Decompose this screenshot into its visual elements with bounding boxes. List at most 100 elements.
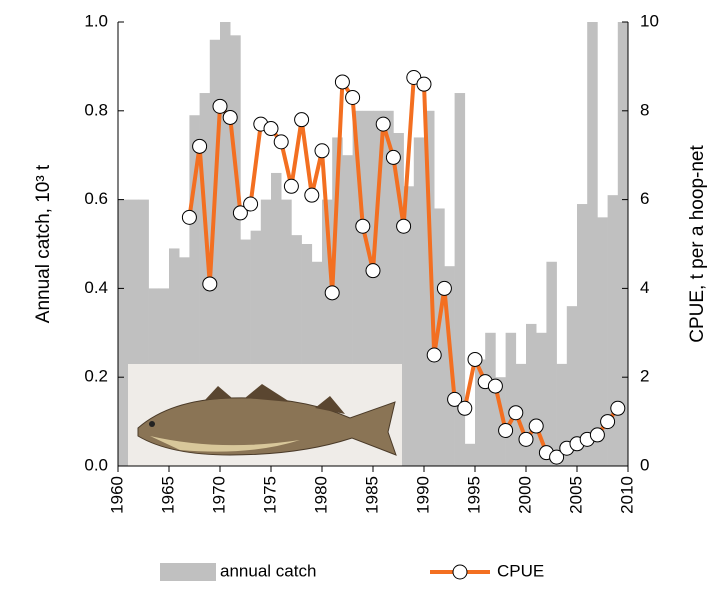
y-axis-label: Annual catch, 10³ t xyxy=(33,164,54,323)
x-tick-label: 1995 xyxy=(464,476,483,514)
cpue-marker xyxy=(396,218,412,234)
bar xyxy=(209,39,221,466)
cpue-marker xyxy=(273,134,289,150)
bar xyxy=(138,199,149,466)
bar xyxy=(526,323,537,466)
y-tick-label: 0.0 xyxy=(84,455,108,474)
bar xyxy=(577,204,588,467)
cpue-marker xyxy=(385,149,401,165)
y2-axis-label: CPUE, t per a hoop-net xyxy=(687,145,708,343)
bar xyxy=(332,137,343,466)
bar xyxy=(342,155,353,466)
cpue-marker xyxy=(457,400,473,416)
cpue-marker xyxy=(222,109,238,125)
legend-label: CPUE xyxy=(497,561,544,580)
x-tick-label: 1985 xyxy=(362,476,381,514)
bar xyxy=(189,115,200,467)
cpue-marker xyxy=(294,112,310,128)
bar xyxy=(485,332,496,466)
bar xyxy=(169,248,180,466)
y2-tick-label: 2 xyxy=(640,367,649,386)
cpue-marker xyxy=(243,196,259,212)
bar xyxy=(260,199,272,466)
bar xyxy=(424,110,435,467)
cpue-marker xyxy=(447,391,463,407)
cpue-marker xyxy=(487,378,503,394)
x-tick-label: 1975 xyxy=(260,476,279,514)
bar xyxy=(566,306,578,466)
y2-tick-label: 6 xyxy=(640,189,649,208)
cpue-marker xyxy=(589,427,605,443)
cpue-marker xyxy=(508,405,524,421)
bar xyxy=(240,239,251,466)
cpue-marker xyxy=(416,76,432,92)
cpue-marker xyxy=(600,414,616,430)
y2-tick-label: 10 xyxy=(640,11,659,30)
bar xyxy=(373,110,384,467)
cpue-marker xyxy=(202,276,218,292)
bar xyxy=(383,110,394,467)
fish-photo xyxy=(128,364,402,466)
x-tick-label: 2010 xyxy=(617,476,636,514)
bar xyxy=(311,261,323,466)
bar xyxy=(464,443,476,466)
bar xyxy=(546,261,557,466)
cpue-marker xyxy=(314,143,330,159)
cpue-marker xyxy=(212,98,228,114)
bar xyxy=(250,230,262,466)
cpue-marker xyxy=(365,263,381,279)
bar xyxy=(281,199,292,466)
bar xyxy=(362,110,374,467)
legend-marker xyxy=(452,564,468,580)
x-tick-label: 1980 xyxy=(311,476,330,514)
x-tick-label: 1970 xyxy=(209,476,228,514)
cpue-marker xyxy=(528,418,544,434)
x-tick-label: 1960 xyxy=(107,476,126,514)
bar xyxy=(597,217,608,466)
x-tick-label: 1965 xyxy=(158,476,177,514)
cpue-marker xyxy=(324,285,340,301)
bar xyxy=(434,208,445,467)
cpue-marker xyxy=(334,74,350,90)
bar xyxy=(179,257,190,466)
cpue-marker xyxy=(498,422,514,438)
bar xyxy=(413,137,425,466)
y-tick-label: 0.6 xyxy=(84,189,108,208)
bar xyxy=(617,22,629,466)
bar xyxy=(322,199,333,466)
cpue-marker xyxy=(610,400,626,416)
cpue-marker xyxy=(549,449,565,465)
cpue-marker xyxy=(355,218,371,234)
bar xyxy=(536,332,547,466)
bar xyxy=(454,93,466,466)
cpue-marker xyxy=(283,178,299,194)
cpue-marker xyxy=(345,89,361,105)
x-tick-label: 2005 xyxy=(566,476,585,514)
bar xyxy=(495,377,506,466)
bar xyxy=(301,244,313,466)
bar xyxy=(128,199,139,466)
cpue-marker xyxy=(436,280,452,296)
cpue-marker xyxy=(467,351,483,367)
bar xyxy=(556,363,568,466)
bar xyxy=(220,22,231,466)
y2-tick-label: 0 xyxy=(640,455,649,474)
y-tick-label: 1.0 xyxy=(84,11,108,30)
bar xyxy=(475,359,486,466)
cpue-marker xyxy=(181,209,197,225)
bar xyxy=(403,186,415,466)
bar xyxy=(352,110,364,467)
bar xyxy=(607,195,619,466)
y2-tick-label: 4 xyxy=(640,278,649,297)
y-tick-label: 0.4 xyxy=(84,278,108,297)
cpue-marker xyxy=(232,205,248,221)
bar xyxy=(271,172,282,466)
y2-tick-label: 8 xyxy=(640,100,649,119)
legend-swatch xyxy=(160,563,216,581)
bar xyxy=(505,332,517,466)
cpue-marker xyxy=(263,121,279,137)
y-tick-label: 0.2 xyxy=(84,367,108,386)
cpue-marker xyxy=(192,138,208,154)
x-tick-label: 2000 xyxy=(515,476,534,514)
